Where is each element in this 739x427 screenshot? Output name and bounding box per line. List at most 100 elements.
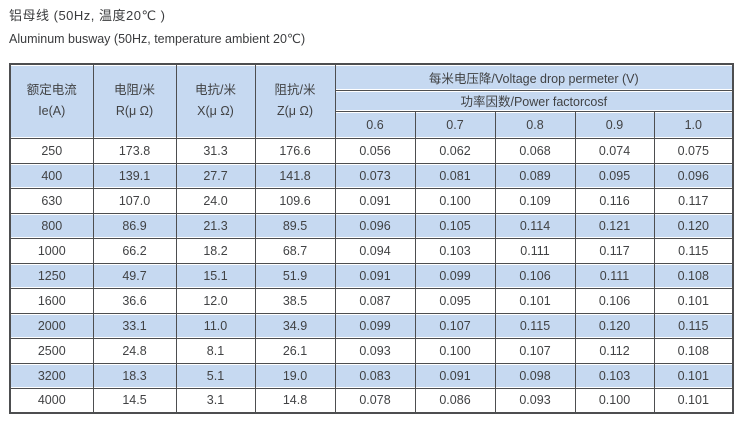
table-row: 1000 66.2 18.2 68.7 0.094 0.103 0.111 0.117 0.11…	[9, 237, 734, 264]
col-header-pf-0.8: 0.8	[494, 110, 576, 139]
cell-voltage-drop-pf-0.8: 0.111	[494, 237, 576, 264]
cell-voltage-drop-pf-1.0: 0.101	[653, 362, 734, 389]
cell-voltage-drop-pf-0.9: 0.111	[574, 262, 655, 289]
cell-reactance: 12.0	[175, 287, 256, 314]
cell-voltage-drop-pf-0.8: 0.115	[494, 312, 576, 339]
col-header-pf-0.9: 0.9	[574, 110, 655, 139]
cell-impedance: 14.8	[254, 387, 336, 414]
col-header-rated-current-en: Ie(A)	[38, 104, 66, 119]
cell-voltage-drop-pf-1.0: 0.101	[653, 287, 734, 314]
col-header-reactance-en: X(μ Ω)	[197, 104, 234, 119]
cell-voltage-drop-pf-0.6: 0.083	[334, 362, 416, 389]
page-title-zh: 铝母线 (50Hz, 温度20℃ )	[9, 8, 166, 23]
cell-voltage-drop-pf-0.8: 0.106	[494, 262, 576, 289]
cell-voltage-drop-pf-0.6: 0.087	[334, 287, 416, 314]
cell-resistance: 49.7	[92, 262, 177, 289]
cell-voltage-drop-pf-0.6: 0.091	[334, 262, 416, 289]
cell-voltage-drop-pf-0.8: 0.089	[494, 162, 576, 189]
cell-voltage-drop-pf-0.9: 0.120	[574, 312, 655, 339]
col-header-pf-0.7: 0.7	[414, 110, 496, 139]
cell-voltage-drop-pf-0.7: 0.105	[414, 212, 496, 239]
cell-impedance: 89.5	[254, 212, 336, 239]
cell-voltage-drop-pf-0.9: 0.117	[574, 237, 655, 264]
col-header-pf-1.0: 1.0	[653, 110, 734, 139]
col-header-impedance-zh: 阻抗/米	[274, 83, 316, 98]
col-header-rated-current: 额定电流 Ie(A)	[9, 63, 94, 139]
cell-voltage-drop-pf-0.7: 0.099	[414, 262, 496, 289]
cell-voltage-drop-pf-0.7: 0.095	[414, 287, 496, 314]
col-header-rated-current-zh: 额定电流	[26, 83, 77, 98]
col-header-voltage-drop: 每米电压降/Voltage drop permeter (V)	[334, 63, 734, 91]
cell-voltage-drop-pf-1.0: 0.075	[653, 137, 734, 164]
col-header-power-factor: 功率因数/Power factorcosf	[334, 89, 734, 112]
cell-rated-current: 4000	[9, 387, 94, 414]
col-header-resistance: 电阻/米 R(μ Ω)	[92, 63, 177, 139]
cell-voltage-drop-pf-0.9: 0.116	[574, 187, 655, 214]
cell-voltage-drop-pf-1.0: 0.101	[653, 387, 734, 414]
cell-voltage-drop-pf-1.0: 0.115	[653, 237, 734, 264]
cell-resistance: 107.0	[92, 187, 177, 214]
cell-voltage-drop-pf-0.8: 0.114	[494, 212, 576, 239]
cell-reactance: 18.2	[175, 237, 256, 264]
cell-rated-current: 630	[9, 187, 94, 214]
cell-reactance: 27.7	[175, 162, 256, 189]
cell-reactance: 3.1	[175, 387, 256, 414]
table-row: 1250 49.7 15.1 51.9 0.091 0.099 0.106 0.111 0.10…	[9, 262, 734, 289]
table-row: 800 86.9 21.3 89.5 0.096 0.105 0.114 0.121 0.120	[9, 212, 734, 239]
cell-rated-current: 2000	[9, 312, 94, 339]
cell-voltage-drop-pf-0.7: 0.100	[414, 337, 496, 364]
cell-impedance: 38.5	[254, 287, 336, 314]
col-header-reactance-zh: 电抗/米	[195, 83, 236, 98]
cell-voltage-drop-pf-0.7: 0.091	[414, 362, 496, 389]
cell-rated-current: 2500	[9, 337, 94, 364]
cell-voltage-drop-pf-1.0: 0.096	[653, 162, 734, 189]
cell-voltage-drop-pf-0.6: 0.094	[334, 237, 416, 264]
cell-reactance: 5.1	[175, 362, 256, 389]
cell-voltage-drop-pf-1.0: 0.108	[653, 337, 734, 364]
cell-voltage-drop-pf-0.8: 0.109	[494, 187, 576, 214]
cell-voltage-drop-pf-0.9: 0.103	[574, 362, 655, 389]
cell-voltage-drop-pf-0.6: 0.091	[334, 187, 416, 214]
cell-voltage-drop-pf-0.6: 0.078	[334, 387, 416, 414]
cell-resistance: 24.8	[92, 337, 177, 364]
cell-rated-current: 250	[9, 137, 94, 164]
cell-rated-current: 800	[9, 212, 94, 239]
table-row: 1600 36.6 12.0 38.5 0.087 0.095 0.101 0.106 0.10…	[9, 287, 734, 314]
cell-impedance: 51.9	[254, 262, 336, 289]
cell-voltage-drop-pf-0.7: 0.086	[414, 387, 496, 414]
col-header-resistance-en: R(μ Ω)	[115, 104, 154, 119]
table-row: 4000 14.5 3.1 14.8 0.078 0.086 0.093 0.100 0.101	[9, 387, 734, 414]
table-row: 400 139.1 27.7 141.8 0.073 0.081 0.089 0.095 0.0…	[9, 162, 734, 189]
cell-impedance: 176.6	[254, 137, 336, 164]
cell-reactance: 8.1	[175, 337, 256, 364]
cell-voltage-drop-pf-1.0: 0.115	[653, 312, 734, 339]
cell-rated-current: 3200	[9, 362, 94, 389]
table-row: 2000 33.1 11.0 34.9 0.099 0.107 0.115 0.120 0.11…	[9, 312, 734, 339]
page-title-en: Aluminum busway (50Hz, temperature ambie…	[9, 32, 306, 46]
cell-impedance: 68.7	[254, 237, 336, 264]
cell-voltage-drop-pf-0.7: 0.100	[414, 187, 496, 214]
cell-rated-current: 1600	[9, 287, 94, 314]
col-header-impedance-en: Z(μ Ω)	[277, 104, 313, 119]
datasheet-page: 铝母线 (50Hz, 温度20℃ ) Aluminum busway (50Hz…	[9, 8, 735, 414]
cell-impedance: 141.8	[254, 162, 336, 189]
table-row: 3200 18.3 5.1 19.0 0.083 0.091 0.098 0.103 0.101	[9, 362, 734, 389]
cell-voltage-drop-pf-0.9: 0.121	[574, 212, 655, 239]
cell-resistance: 66.2	[92, 237, 177, 264]
cell-impedance: 19.0	[254, 362, 336, 389]
cell-voltage-drop-pf-1.0: 0.120	[653, 212, 734, 239]
cell-voltage-drop-pf-0.9: 0.095	[574, 162, 655, 189]
cell-resistance: 86.9	[92, 212, 177, 239]
cell-voltage-drop-pf-0.7: 0.103	[414, 237, 496, 264]
busway-spec-table: 额定电流 Ie(A) 电阻/米 R(μ Ω) 电抗/米 X(μ Ω) 阻抗/米 …	[9, 63, 735, 414]
cell-voltage-drop-pf-0.6: 0.099	[334, 312, 416, 339]
cell-voltage-drop-pf-0.9: 0.106	[574, 287, 655, 314]
cell-voltage-drop-pf-0.9: 0.074	[574, 137, 655, 164]
cell-resistance: 14.5	[92, 387, 177, 414]
cell-resistance: 36.6	[92, 287, 177, 314]
cell-voltage-drop-pf-0.9: 0.100	[574, 387, 655, 414]
cell-resistance: 173.8	[92, 137, 177, 164]
cell-impedance: 109.6	[254, 187, 336, 214]
cell-voltage-drop-pf-0.8: 0.107	[494, 337, 576, 364]
cell-voltage-drop-pf-0.6: 0.073	[334, 162, 416, 189]
